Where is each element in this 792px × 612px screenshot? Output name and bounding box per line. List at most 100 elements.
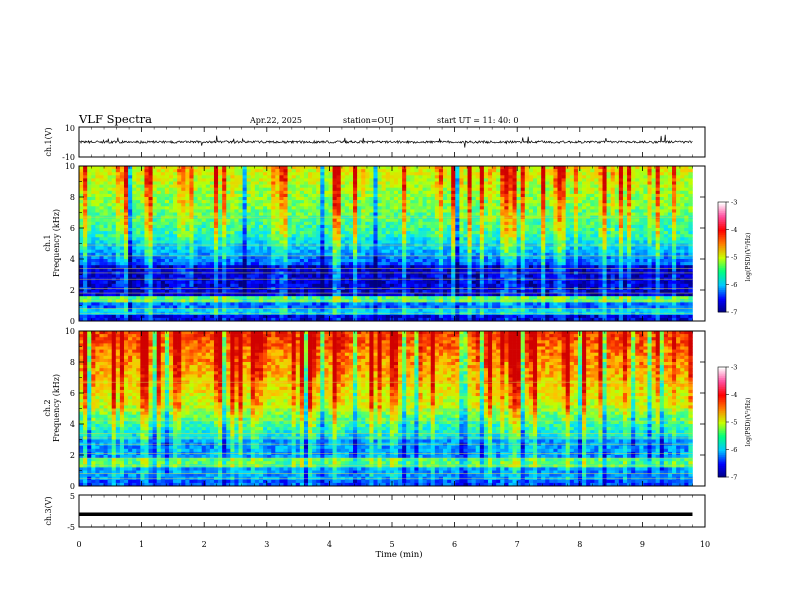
spectrogram-cell: [320, 187, 325, 192]
spectrogram-cell: [99, 181, 104, 185]
spectrogram-cell: [639, 228, 644, 232]
spectrogram-cell: [389, 224, 395, 229]
spectrogram-cell: [87, 262, 92, 266]
spectrogram-cell: [238, 190, 243, 195]
spectrogram-cell: [263, 249, 268, 254]
spectrogram-cell: [483, 259, 489, 263]
spectrogram-cell: [119, 200, 125, 204]
spectrogram-cell: [87, 184, 92, 188]
spectrogram-cell: [254, 166, 260, 170]
spectrogram-cell: [434, 249, 440, 254]
spectrogram-cell: [205, 200, 211, 204]
spectrogram-cell: [532, 206, 538, 210]
spectrogram-cell: [443, 212, 448, 216]
spectrogram-cell: [254, 178, 260, 182]
spectrogram-cell: [635, 237, 640, 241]
spectrogram-cell: [393, 221, 399, 226]
spectrogram-cell: [164, 221, 170, 226]
spectrogram-cell: [438, 259, 444, 263]
spectrogram-cell: [344, 203, 350, 207]
spectrogram-cell: [168, 190, 174, 195]
spectrogram-cell: [295, 246, 301, 250]
spectrogram-cell: [230, 187, 235, 192]
spectrogram-cell: [275, 221, 280, 226]
spectrogram-cell: [83, 200, 88, 204]
spectrogram-cell: [189, 178, 194, 182]
spectrogram-cell: [655, 209, 661, 213]
spectrogram-cell: [549, 178, 554, 182]
spectrogram-cell: [365, 234, 370, 238]
spectrogram-cell: [83, 228, 88, 232]
spectrogram-cell: [160, 240, 166, 244]
spectrogram-cell: [340, 262, 346, 266]
spectrogram-cell: [618, 231, 624, 235]
spectrogram-cell: [528, 255, 534, 260]
spectrogram-cell: [144, 190, 149, 195]
spectrogram-cell: [643, 197, 648, 201]
spectrogram-cell: [173, 265, 178, 269]
spectrogram-cell: [688, 249, 693, 254]
spectrogram-cell: [479, 169, 485, 173]
spectrogram-cell: [667, 249, 673, 254]
spectrogram-cell: [569, 249, 575, 254]
spectrogram-cell: [205, 240, 211, 244]
spectrogram-cell: [164, 169, 170, 173]
spectrogram-cell: [537, 224, 542, 229]
spectrogram-cell: [487, 190, 493, 195]
spectrogram-cell: [201, 237, 207, 241]
spectrogram-cell: [471, 262, 477, 266]
spectrogram-cell: [463, 237, 468, 241]
spectrogram-cell: [406, 166, 411, 170]
spectrogram-cell: [177, 268, 182, 272]
spectrogram-cell: [610, 178, 616, 182]
spectrogram-cell: [287, 228, 292, 232]
spectrogram-cell: [340, 246, 346, 250]
spectrogram-cell: [111, 212, 117, 216]
spectrogram-cell: [467, 237, 472, 241]
spectrogram-cell: [672, 184, 677, 188]
spectrogram-cell: [353, 178, 358, 182]
spectrogram-cell: [361, 231, 366, 235]
spectrogram-cell: [528, 166, 534, 170]
spectrogram-cell: [275, 246, 280, 250]
spectrogram-cell: [655, 190, 661, 195]
spectrogram-cell: [254, 237, 260, 241]
spectrogram-cell: [316, 255, 321, 260]
spectrogram-cell: [663, 231, 669, 235]
spectrogram-cell: [598, 246, 603, 250]
spectrogram-cell: [148, 252, 153, 257]
spectrogram-cell: [451, 237, 456, 241]
spectrogram-cell: [434, 206, 440, 210]
spectrogram-cell: [308, 203, 313, 207]
spectrogram-cell: [181, 197, 186, 201]
spectrogram-cell: [467, 228, 472, 232]
spectrogram-cell: [655, 228, 661, 232]
spectrogram-cell: [676, 255, 681, 260]
spectrogram-cell: [336, 221, 342, 226]
spectrogram-cell: [373, 178, 378, 182]
spectrogram-cell: [545, 209, 550, 213]
spectrogram-cell: [426, 203, 432, 207]
spectrogram-cell: [115, 197, 121, 201]
spectrogram-cell: [516, 175, 522, 179]
spectrogram-cell: [348, 190, 354, 195]
spectrogram-cell: [479, 224, 485, 229]
spectrogram-cell: [598, 169, 603, 173]
spectrogram-cell: [361, 178, 366, 182]
spectrogram-cell: [299, 175, 305, 179]
spectrogram-cell: [173, 181, 178, 185]
spectrogram-cell: [582, 224, 587, 229]
spectrogram-cell: [438, 221, 444, 226]
spectrogram-cell: [246, 200, 252, 204]
spectrogram-cell: [152, 218, 158, 223]
spectrogram-cell: [111, 249, 117, 254]
spectrogram-cell: [258, 228, 264, 232]
spectrogram-cell: [132, 268, 137, 272]
spectrogram-cell: [430, 193, 436, 198]
spectrogram-cell: [263, 190, 268, 195]
spectrogram-cell: [610, 203, 616, 207]
spectrogram-cell: [250, 166, 256, 170]
spectrogram-cell: [254, 252, 260, 257]
spectrogram-cell: [467, 175, 472, 179]
spectrogram-cell: [83, 224, 88, 229]
